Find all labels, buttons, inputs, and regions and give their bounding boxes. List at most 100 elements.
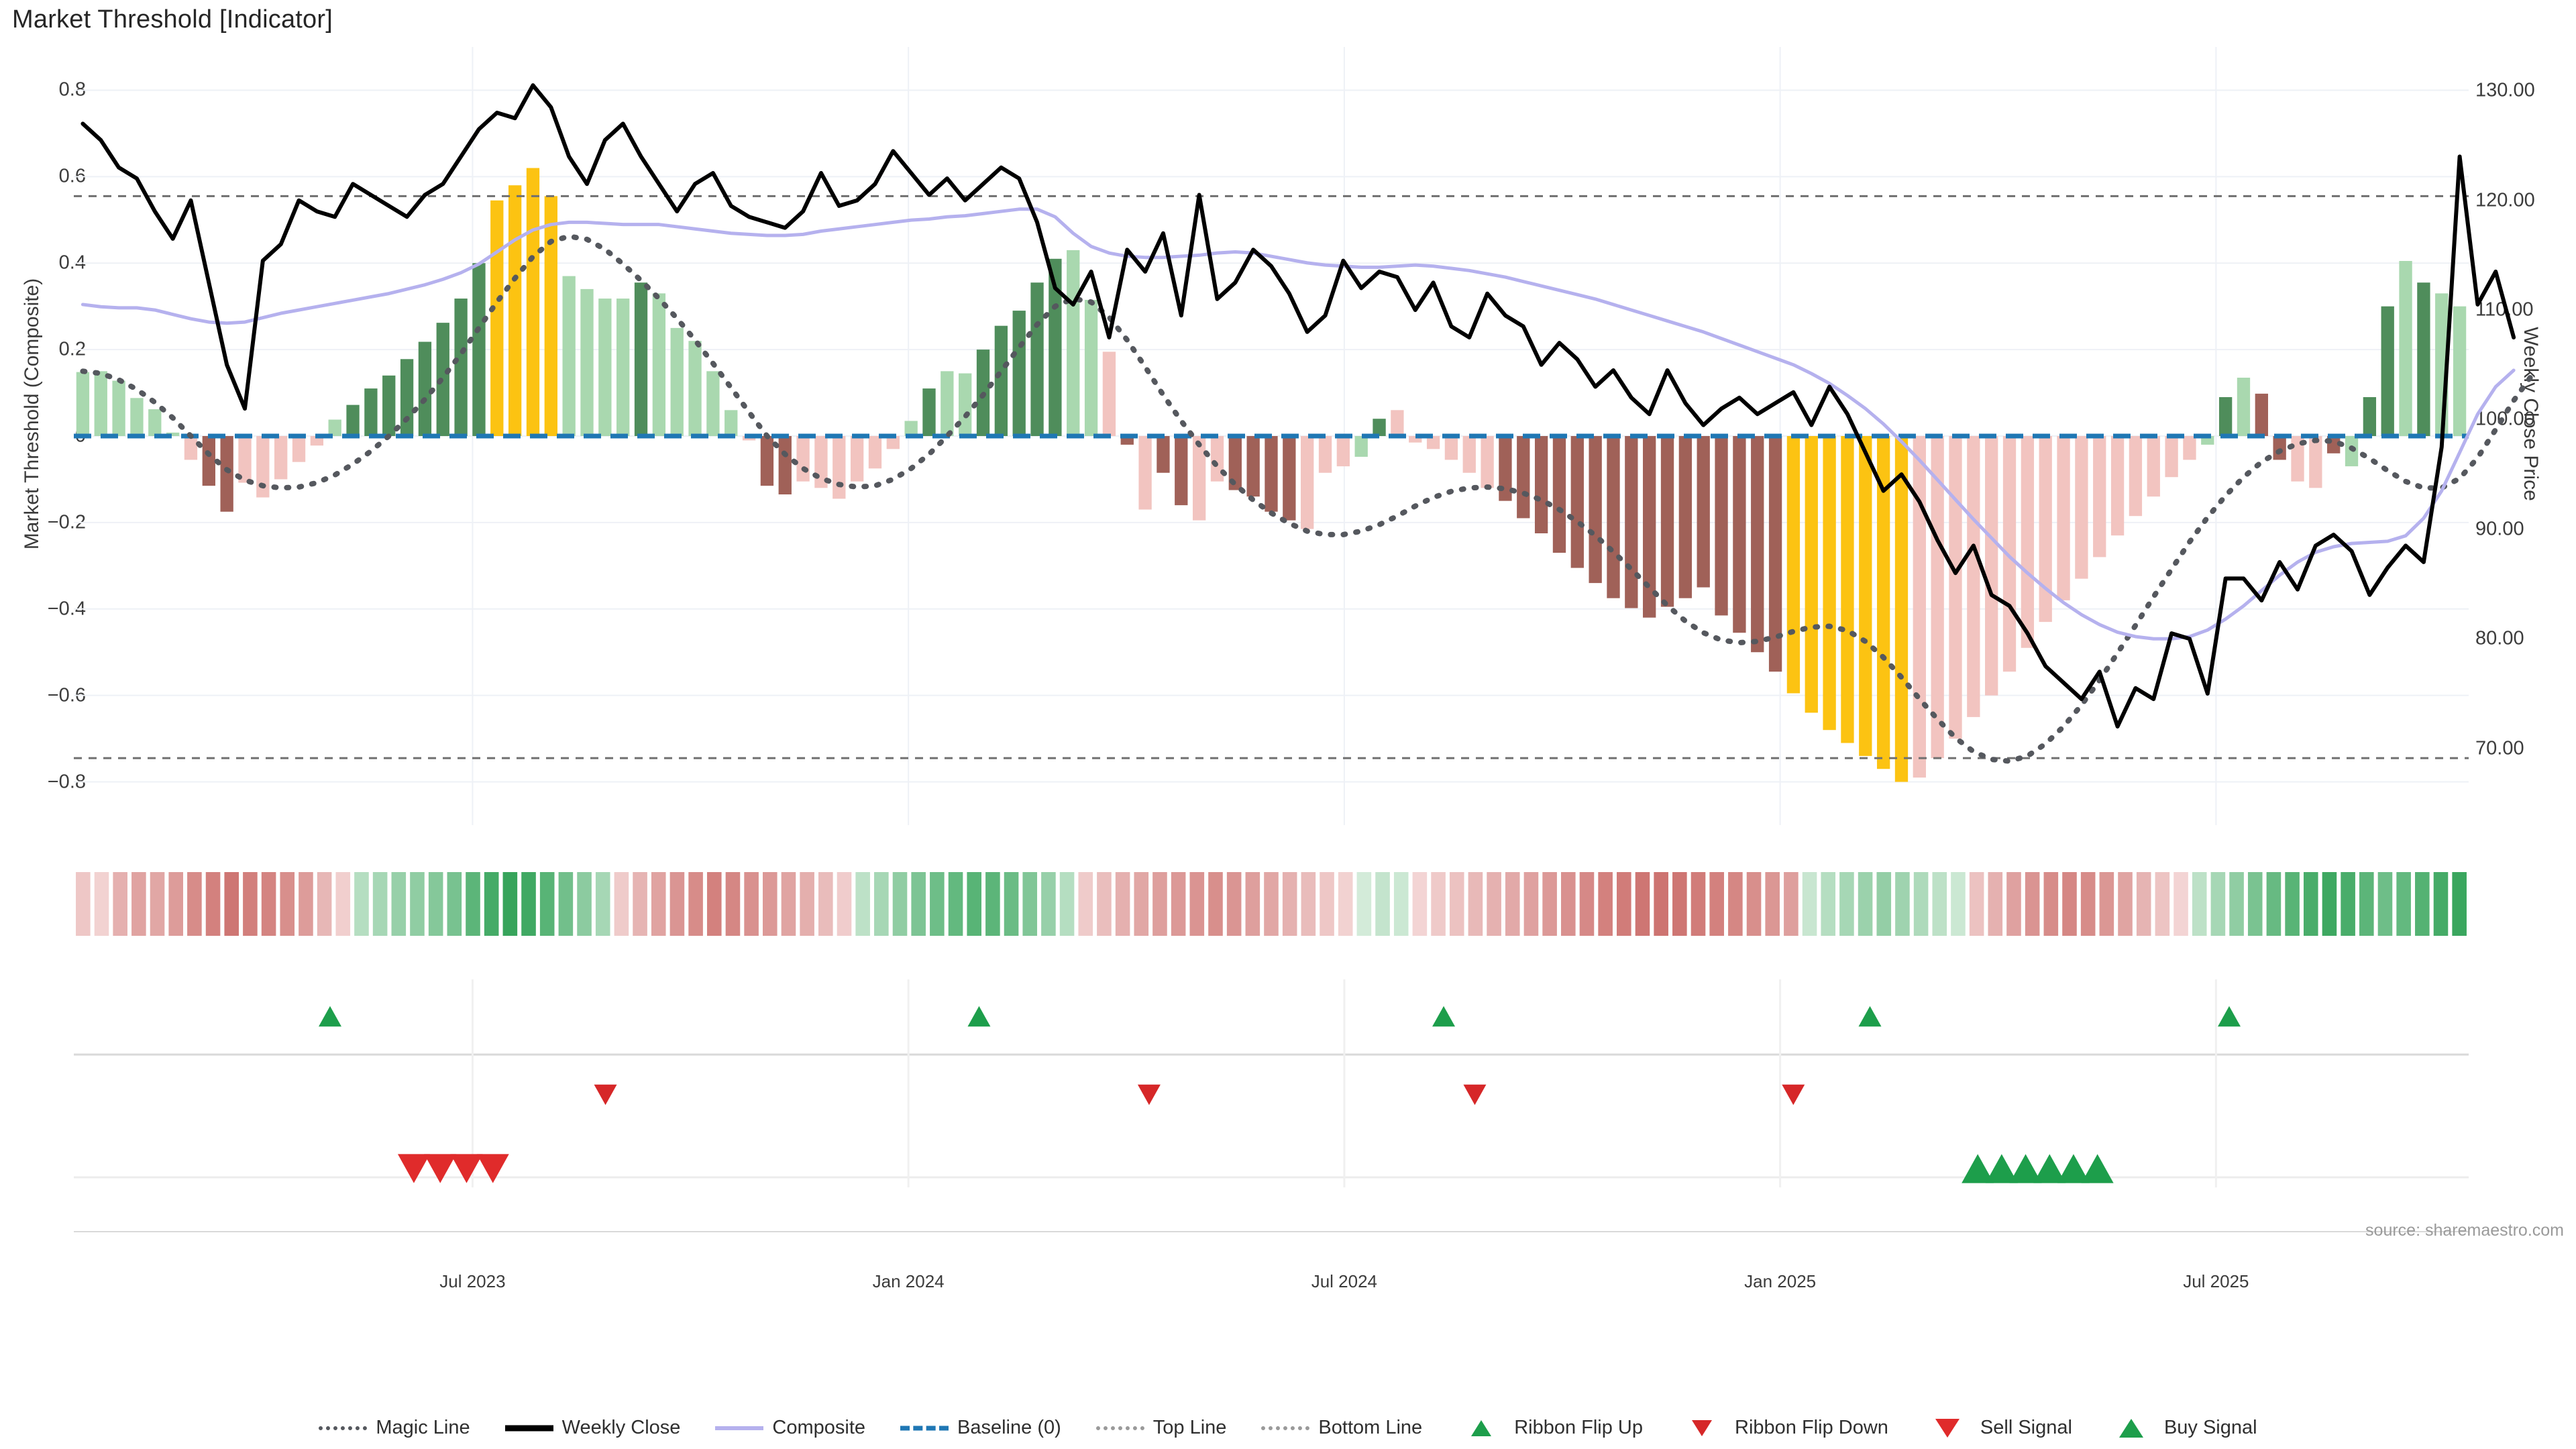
composite-bar [1084,300,1098,436]
buy-signal-marker[interactable] [2057,1154,2090,1183]
ribbon-cell [1431,872,1446,936]
buy-signal-marker[interactable] [1985,1154,2018,1183]
ribbon-cell [2080,872,2096,936]
composite-bar [634,282,648,436]
composite-bar [382,375,396,436]
ribbon-cell [1690,872,1706,936]
ribbon-flip-up-marker[interactable] [967,1006,991,1027]
ribbon-cell [1208,872,1223,936]
composite-bar [508,185,522,436]
ribbon-flip-down-marker[interactable] [1782,1084,1805,1106]
ribbon-cell [688,872,703,936]
main-indicator-plot[interactable] [74,47,2534,825]
composite-bar [274,436,288,480]
legend-swatch-dotted-line [1261,1421,1310,1436]
composite-bar [778,436,792,494]
ribbon-cell [2433,872,2449,936]
legend-swatch-line [715,1426,764,1430]
ribbon-cell [1988,872,2003,936]
ribbon-flip-up-marker[interactable] [1858,1006,1882,1027]
ribbon-cell [243,872,258,936]
ribbon-cell [410,872,425,936]
composite-bar [1301,436,1314,529]
ribbon-cell [1617,872,1631,936]
ribbon-cell [2155,872,2170,936]
composite-bar [400,359,414,436]
ribbon-cell [855,872,870,936]
ribbon-cell [1022,872,1038,936]
ribbon-cell [502,872,518,936]
composite-bar [418,341,432,436]
composite-bar [1697,436,1710,588]
composite-bar [598,299,612,436]
composite-bar [148,409,162,436]
composite-bar [220,436,233,512]
legend-item-buy-signal[interactable]: Buy Signal [2107,1417,2257,1439]
composite-bar [833,436,846,499]
sell-signal-marker[interactable] [424,1154,457,1183]
ribbon-cell [1152,872,1167,936]
composite-bar [2399,261,2412,436]
legend-item-ribbon-flip-down[interactable]: Ribbon Flip Down [1678,1417,1888,1439]
sell-signal-marker[interactable] [450,1154,483,1183]
legend-swatch-solid-line-thick [504,1421,553,1436]
composite-bar [1534,436,1548,533]
ribbon-cell [1115,872,1130,936]
composite-bar [886,436,900,449]
composite-bar [2057,436,2070,600]
buy-signal-marker[interactable] [1962,1154,1994,1183]
legend-item-composite[interactable]: Composite [715,1417,865,1439]
triangle-up-icon [2118,1418,2143,1438]
legend-item-top-line[interactable]: Top Line [1095,1417,1226,1439]
composite-bar [1733,436,1746,633]
ribbon-cell [1784,872,1799,936]
triangle-down-icon [1935,1418,1960,1438]
composite-bar [868,436,882,469]
composite-bar [1462,436,1476,473]
legend-item-ribbon-flip-up[interactable]: Ribbon Flip Up [1457,1417,1643,1439]
composite-bar [364,388,378,436]
sell-signal-marker[interactable] [476,1154,509,1183]
ribbon-cell [168,872,184,936]
composite-bar [1228,436,1242,490]
legend-label: Composite [772,1417,866,1438]
ribbon-cell [1672,872,1687,936]
composite-bar [959,373,972,436]
legend-label: Bottom Line [1318,1417,1423,1438]
sell-signal-marker[interactable] [397,1154,430,1183]
ribbon-cell [224,872,239,936]
buy-signal-marker[interactable] [2033,1154,2066,1183]
legend-item-bottom-line[interactable]: Bottom Line [1261,1417,1422,1439]
composite-bar [1102,352,1116,436]
ribbon-flip-up-marker[interactable] [1432,1006,1456,1027]
ribbon-strip-panel[interactable] [74,872,2469,936]
x-tick-1: Jan 2024 [872,1271,945,1291]
signal-markers-panel[interactable] [74,979,2469,1187]
ribbon-flip-up-marker[interactable] [2218,1006,2241,1027]
composite-bar [2183,436,2196,460]
ribbon-cell [261,872,276,936]
legend-item-sell-signal[interactable]: Sell Signal [1923,1417,2072,1439]
composite-bar [310,436,324,446]
legend-item-weekly-close[interactable]: Weekly Close [504,1417,680,1439]
ribbon-cell [800,872,814,936]
ribbon-cell [2415,872,2430,936]
composite-bar [76,372,90,436]
ribbon-cell [1468,872,1483,936]
composite-bar [1823,436,1836,731]
buy-signal-marker[interactable] [2081,1154,2114,1183]
ribbon-cell [2341,872,2355,936]
ribbon-flip-down-marker[interactable] [594,1084,617,1106]
composite-bar [904,421,918,436]
ribbon-flip-down-marker[interactable] [1463,1084,1487,1106]
composite-bar [1517,436,1530,519]
legend-item-magic-line[interactable]: Magic Line [319,1417,470,1439]
buy-signal-marker[interactable] [2009,1154,2042,1183]
composite-bar [2417,282,2430,436]
composite-bar [1067,250,1080,436]
legend-item-baseline-0[interactable]: Baseline (0) [900,1417,1061,1439]
composite-bar [941,371,954,436]
ribbon-flip-up-marker[interactable] [318,1006,341,1027]
ribbon-flip-down-marker[interactable] [1137,1084,1161,1106]
ribbon-cell [930,872,945,936]
